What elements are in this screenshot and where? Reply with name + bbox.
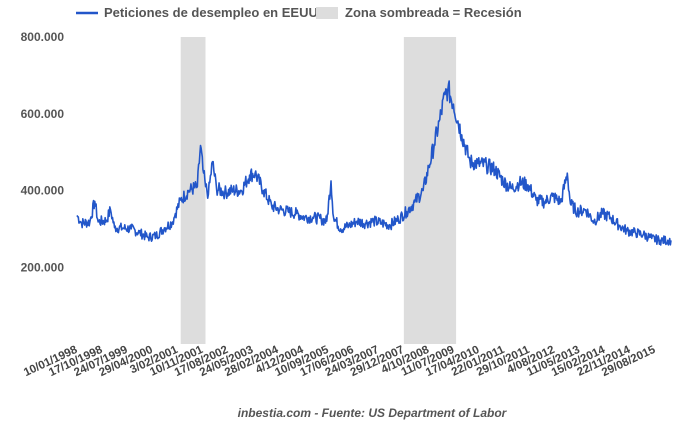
y-tick-label: 400.000 <box>21 184 65 198</box>
y-tick-label: 600.000 <box>21 107 65 121</box>
x-axis-ticks: 10/01/199817/10/199824/07/199929/04/2000… <box>22 344 658 379</box>
series-line-1 <box>76 80 672 246</box>
y-tick-label: 800.000 <box>21 30 65 44</box>
legend-series-label: Peticiones de desempleo en EEUU <box>104 5 318 20</box>
recession-shading <box>180 37 457 344</box>
legend-shade-label: Zona sombreada = Recesión <box>345 5 522 20</box>
legend-shade-swatch <box>316 7 338 19</box>
source-note: inbestia.com - Fuente: US Department of … <box>238 406 508 420</box>
legend: Peticiones de desempleo en EEUU Zona som… <box>76 5 522 20</box>
y-axis-ticks: 200.000 400.000 600.000 800.000 <box>21 30 65 274</box>
series-layer <box>76 80 672 246</box>
y-tick-label: 200.000 <box>21 260 65 274</box>
